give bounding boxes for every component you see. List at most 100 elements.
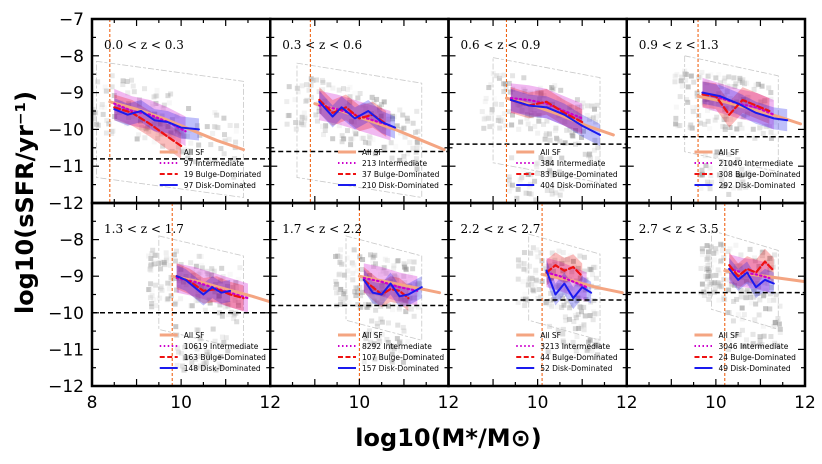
density-cell [574, 97, 580, 103]
density-cell [535, 296, 541, 302]
density-cell [679, 83, 685, 89]
density-cell [750, 126, 756, 132]
density-cell [358, 293, 364, 299]
density-cell [339, 139, 345, 145]
density-cell [379, 283, 385, 289]
contour-outline [296, 62, 423, 198]
density-cell [578, 309, 584, 315]
density-cell [705, 108, 711, 114]
density-cell [354, 285, 360, 291]
density-cell [752, 258, 758, 264]
density-cell [685, 84, 691, 90]
density-cell [719, 159, 725, 165]
density-cell [592, 137, 598, 143]
density-cell [768, 334, 774, 340]
density-cell [190, 275, 196, 281]
density-cell [167, 262, 173, 268]
all-sf-line [540, 272, 624, 295]
density-cell [180, 149, 186, 155]
density-cell [522, 88, 528, 94]
density-cell [594, 113, 600, 119]
density-cell [407, 273, 413, 279]
density-cell [549, 101, 555, 107]
density-cell [150, 247, 156, 253]
density-cell [405, 306, 411, 312]
density-cell [407, 288, 413, 294]
density-cell [214, 112, 220, 118]
density-cell [528, 250, 534, 256]
density-cell [529, 275, 535, 281]
density-cell [753, 82, 759, 88]
density-cell [336, 272, 342, 278]
density-cell [130, 83, 136, 89]
density-cell [183, 282, 189, 288]
density-cell [755, 81, 761, 87]
density-cell [383, 144, 389, 150]
panel-plot-area [448, 203, 627, 386]
density-cell [166, 100, 172, 106]
density-cell [193, 356, 199, 362]
density-cell [727, 282, 733, 288]
density-cell [741, 257, 747, 263]
density-cell [725, 310, 731, 316]
density-cell [508, 185, 514, 191]
density-cell [595, 145, 601, 151]
density-cell [341, 86, 347, 92]
density-cell [772, 320, 778, 326]
density-cell [711, 281, 717, 287]
density-cell [520, 279, 526, 285]
density-cell [298, 120, 304, 126]
density-cell [403, 309, 409, 315]
density-cell [338, 296, 344, 302]
density-cell [148, 267, 154, 273]
density-cell [175, 144, 181, 150]
density-cell [347, 99, 353, 105]
legend-entry: 3046 Intermediate [718, 342, 788, 351]
density-cell [398, 126, 404, 132]
density-cell [701, 96, 707, 102]
density-cell [537, 85, 543, 91]
density-cell [334, 290, 340, 296]
density-cell [496, 115, 502, 121]
density-cell [561, 286, 567, 292]
density-cell [523, 296, 529, 302]
density-cell [153, 259, 159, 265]
density-cell [743, 295, 749, 301]
density-cell [702, 121, 708, 127]
density-cell [169, 117, 175, 123]
density-cell [760, 130, 766, 136]
density-cell [374, 96, 380, 102]
density-cell [711, 289, 717, 295]
density-cell [536, 118, 542, 124]
density-cell [572, 107, 578, 113]
density-cell [168, 130, 174, 136]
density-cell [489, 107, 495, 113]
density-cell [414, 166, 420, 172]
density-cell [738, 294, 744, 300]
density-cell [529, 281, 535, 287]
density-cell [521, 86, 527, 92]
density-cell [741, 81, 747, 87]
density-cell [515, 257, 521, 263]
density-cell [691, 79, 697, 85]
density-cell [158, 266, 164, 272]
density-cell [717, 270, 723, 276]
density-cell [552, 257, 558, 263]
density-cell [351, 247, 357, 253]
density-cell [379, 301, 385, 307]
density-cell [587, 313, 593, 319]
density-cell [405, 299, 411, 305]
density-cell [386, 116, 392, 122]
density-cell [333, 285, 339, 291]
density-cell [147, 295, 153, 301]
density-cell [176, 349, 182, 355]
density-cell [673, 121, 679, 127]
density-cell [756, 263, 762, 269]
density-cell [560, 250, 566, 256]
density-cell [555, 327, 561, 333]
density-cell [720, 123, 726, 129]
legend-entry: 10619 Intermediate [184, 342, 259, 351]
density-cell [139, 124, 145, 130]
density-cell [303, 98, 309, 104]
density-cell [691, 109, 697, 115]
